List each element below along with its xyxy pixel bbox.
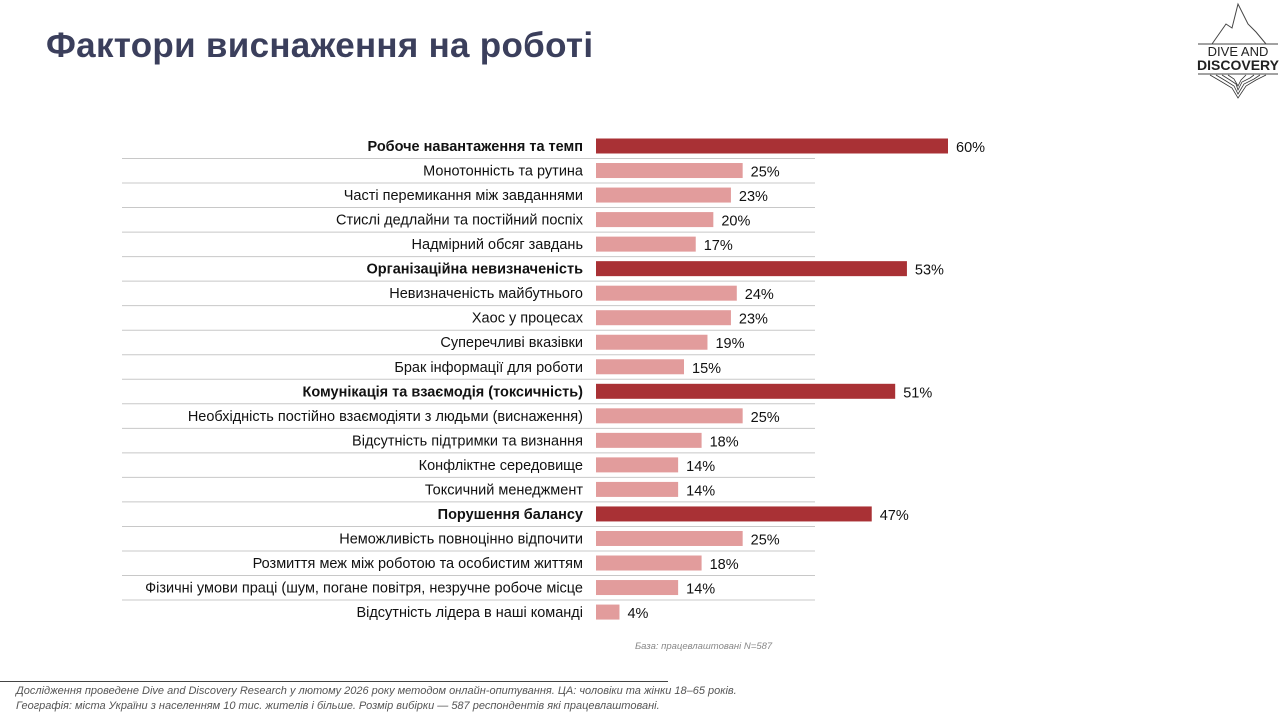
- value-label: 51%: [903, 385, 932, 401]
- value-label: 14%: [686, 459, 715, 475]
- item-bar: [596, 212, 714, 228]
- item-label: Токсичний менеджмент: [425, 482, 583, 498]
- value-label: 20%: [721, 214, 750, 230]
- item-bar: [596, 163, 743, 179]
- footer-line-2: Географія: міста України з населенням 10…: [16, 700, 660, 712]
- base-note: База: працевлаштовані N=587: [635, 641, 773, 652]
- item-label: Монотонність та рутина: [423, 164, 584, 180]
- item-label: Надмірний обсяг завдань: [412, 237, 583, 253]
- logo-line2: DISCOVERY: [1197, 57, 1280, 73]
- value-label: 25%: [751, 165, 780, 181]
- category-bar: [596, 138, 948, 154]
- category-label: Робоче навантаження та темп: [368, 139, 583, 155]
- category-bar: [596, 261, 907, 277]
- category-label: Порушення балансу: [438, 507, 583, 523]
- value-label: 25%: [751, 532, 780, 548]
- footer-line-1: Дослідження проведене Dive and Discovery…: [16, 685, 737, 697]
- item-bar: [596, 285, 737, 301]
- category-label: Комунікація та взаємодія (токсичність): [302, 384, 583, 400]
- value-label: 18%: [710, 434, 739, 450]
- item-bar: [596, 334, 708, 350]
- item-label: Неможливість повноцінно відпочити: [339, 531, 583, 547]
- value-label: 23%: [739, 312, 768, 328]
- item-label: Відсутність лідера в наші команді: [356, 605, 583, 621]
- value-label: 47%: [880, 508, 909, 524]
- value-label: 25%: [751, 410, 780, 426]
- item-bar: [596, 604, 620, 620]
- item-bar: [596, 457, 679, 473]
- item-bar: [596, 432, 702, 448]
- value-label: 24%: [745, 287, 774, 303]
- value-label: 17%: [704, 238, 733, 254]
- item-bar: [596, 359, 684, 375]
- value-label: 14%: [686, 483, 715, 499]
- value-label: 4%: [627, 606, 648, 622]
- item-label: Стислі дедлайни та постійний поспіх: [336, 213, 584, 229]
- logo-line1: DIVE AND: [1208, 44, 1269, 59]
- item-label: Відсутність підтримки та визнання: [352, 433, 583, 449]
- category-bar: [596, 383, 896, 399]
- item-label: Суперечливі вказівки: [440, 335, 583, 351]
- value-label: 15%: [692, 361, 721, 377]
- item-label: Брак інформації для роботи: [394, 360, 583, 376]
- value-label: 14%: [686, 582, 715, 598]
- item-bar: [596, 555, 702, 571]
- category-bar: [596, 506, 872, 522]
- item-bar: [596, 580, 679, 596]
- item-bar: [596, 310, 731, 326]
- page-title: Фактори виснаження на роботі: [46, 26, 594, 65]
- item-bar: [596, 408, 743, 424]
- item-label: Конфліктне середовище: [419, 458, 583, 474]
- item-bar: [596, 187, 731, 203]
- footer-divider: [0, 681, 668, 682]
- item-label: Фізичні умови праці (шум, погане повітря…: [145, 581, 583, 597]
- item-label: Невизначеність майбутнього: [389, 286, 583, 302]
- value-label: 23%: [739, 189, 768, 205]
- item-label: Розмиття меж між роботою та особистим жи…: [253, 556, 583, 572]
- category-label: Організаційна невизначеність: [367, 262, 584, 278]
- item-label: Часті перемикання між завданнями: [344, 188, 583, 204]
- item-label: Хаос у процесах: [472, 311, 584, 327]
- item-bar: [596, 530, 743, 546]
- value-label: 18%: [710, 557, 739, 573]
- item-bar: [596, 481, 679, 497]
- item-bar: [596, 236, 696, 252]
- item-label: Необхідність постійно взаємодіяти з людь…: [188, 409, 583, 425]
- dive-and-discovery-logo: DIVE AND DISCOVERY: [1196, 2, 1280, 100]
- value-label: 53%: [915, 263, 944, 279]
- value-label: 19%: [715, 336, 744, 352]
- value-label: 60%: [956, 140, 985, 156]
